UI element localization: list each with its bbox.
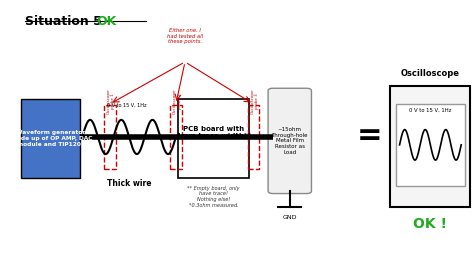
FancyBboxPatch shape: [391, 86, 470, 207]
Text: ~15ohm
Through-hole
Metal Film
Resistor as
Load: ~15ohm Through-hole Metal Film Resistor …: [272, 127, 308, 155]
Text: OK: OK: [96, 15, 116, 28]
Text: =: =: [357, 121, 383, 150]
FancyBboxPatch shape: [178, 99, 249, 178]
FancyBboxPatch shape: [268, 88, 311, 194]
Text: Oscilloscope
probe 3: Oscilloscope probe 3: [251, 89, 259, 114]
Text: OK !: OK !: [413, 217, 447, 231]
Text: Situation 5 –: Situation 5 –: [25, 15, 117, 28]
Text: 0 V to 15 V, 1Hz: 0 V to 15 V, 1Hz: [409, 108, 452, 113]
Text: 0 V to 15 V, 1Hz: 0 V to 15 V, 1Hz: [108, 103, 147, 108]
FancyBboxPatch shape: [396, 104, 465, 186]
Text: PCB board with
4mm trace width**: PCB board with 4mm trace width**: [176, 127, 251, 139]
Text: Thick wire: Thick wire: [107, 179, 151, 188]
FancyBboxPatch shape: [21, 99, 80, 178]
Text: GND: GND: [283, 215, 297, 220]
Text: ** Empty board, only
have trace!
Nothing else!
*0.3ohm measured.: ** Empty board, only have trace! Nothing…: [187, 186, 240, 208]
Text: Either one. I
had tested all
these points.: Either one. I had tested all these point…: [167, 28, 203, 44]
Text: Oscilloscope: Oscilloscope: [401, 69, 460, 78]
Text: Oscilloscope
probe 1: Oscilloscope probe 1: [107, 89, 115, 114]
Text: Oscilloscope
probe 2: Oscilloscope probe 2: [173, 89, 182, 114]
Text: Waveform generator
(made up of OP AMP, DAC
module and TIP120): Waveform generator (made up of OP AMP, D…: [8, 130, 92, 147]
